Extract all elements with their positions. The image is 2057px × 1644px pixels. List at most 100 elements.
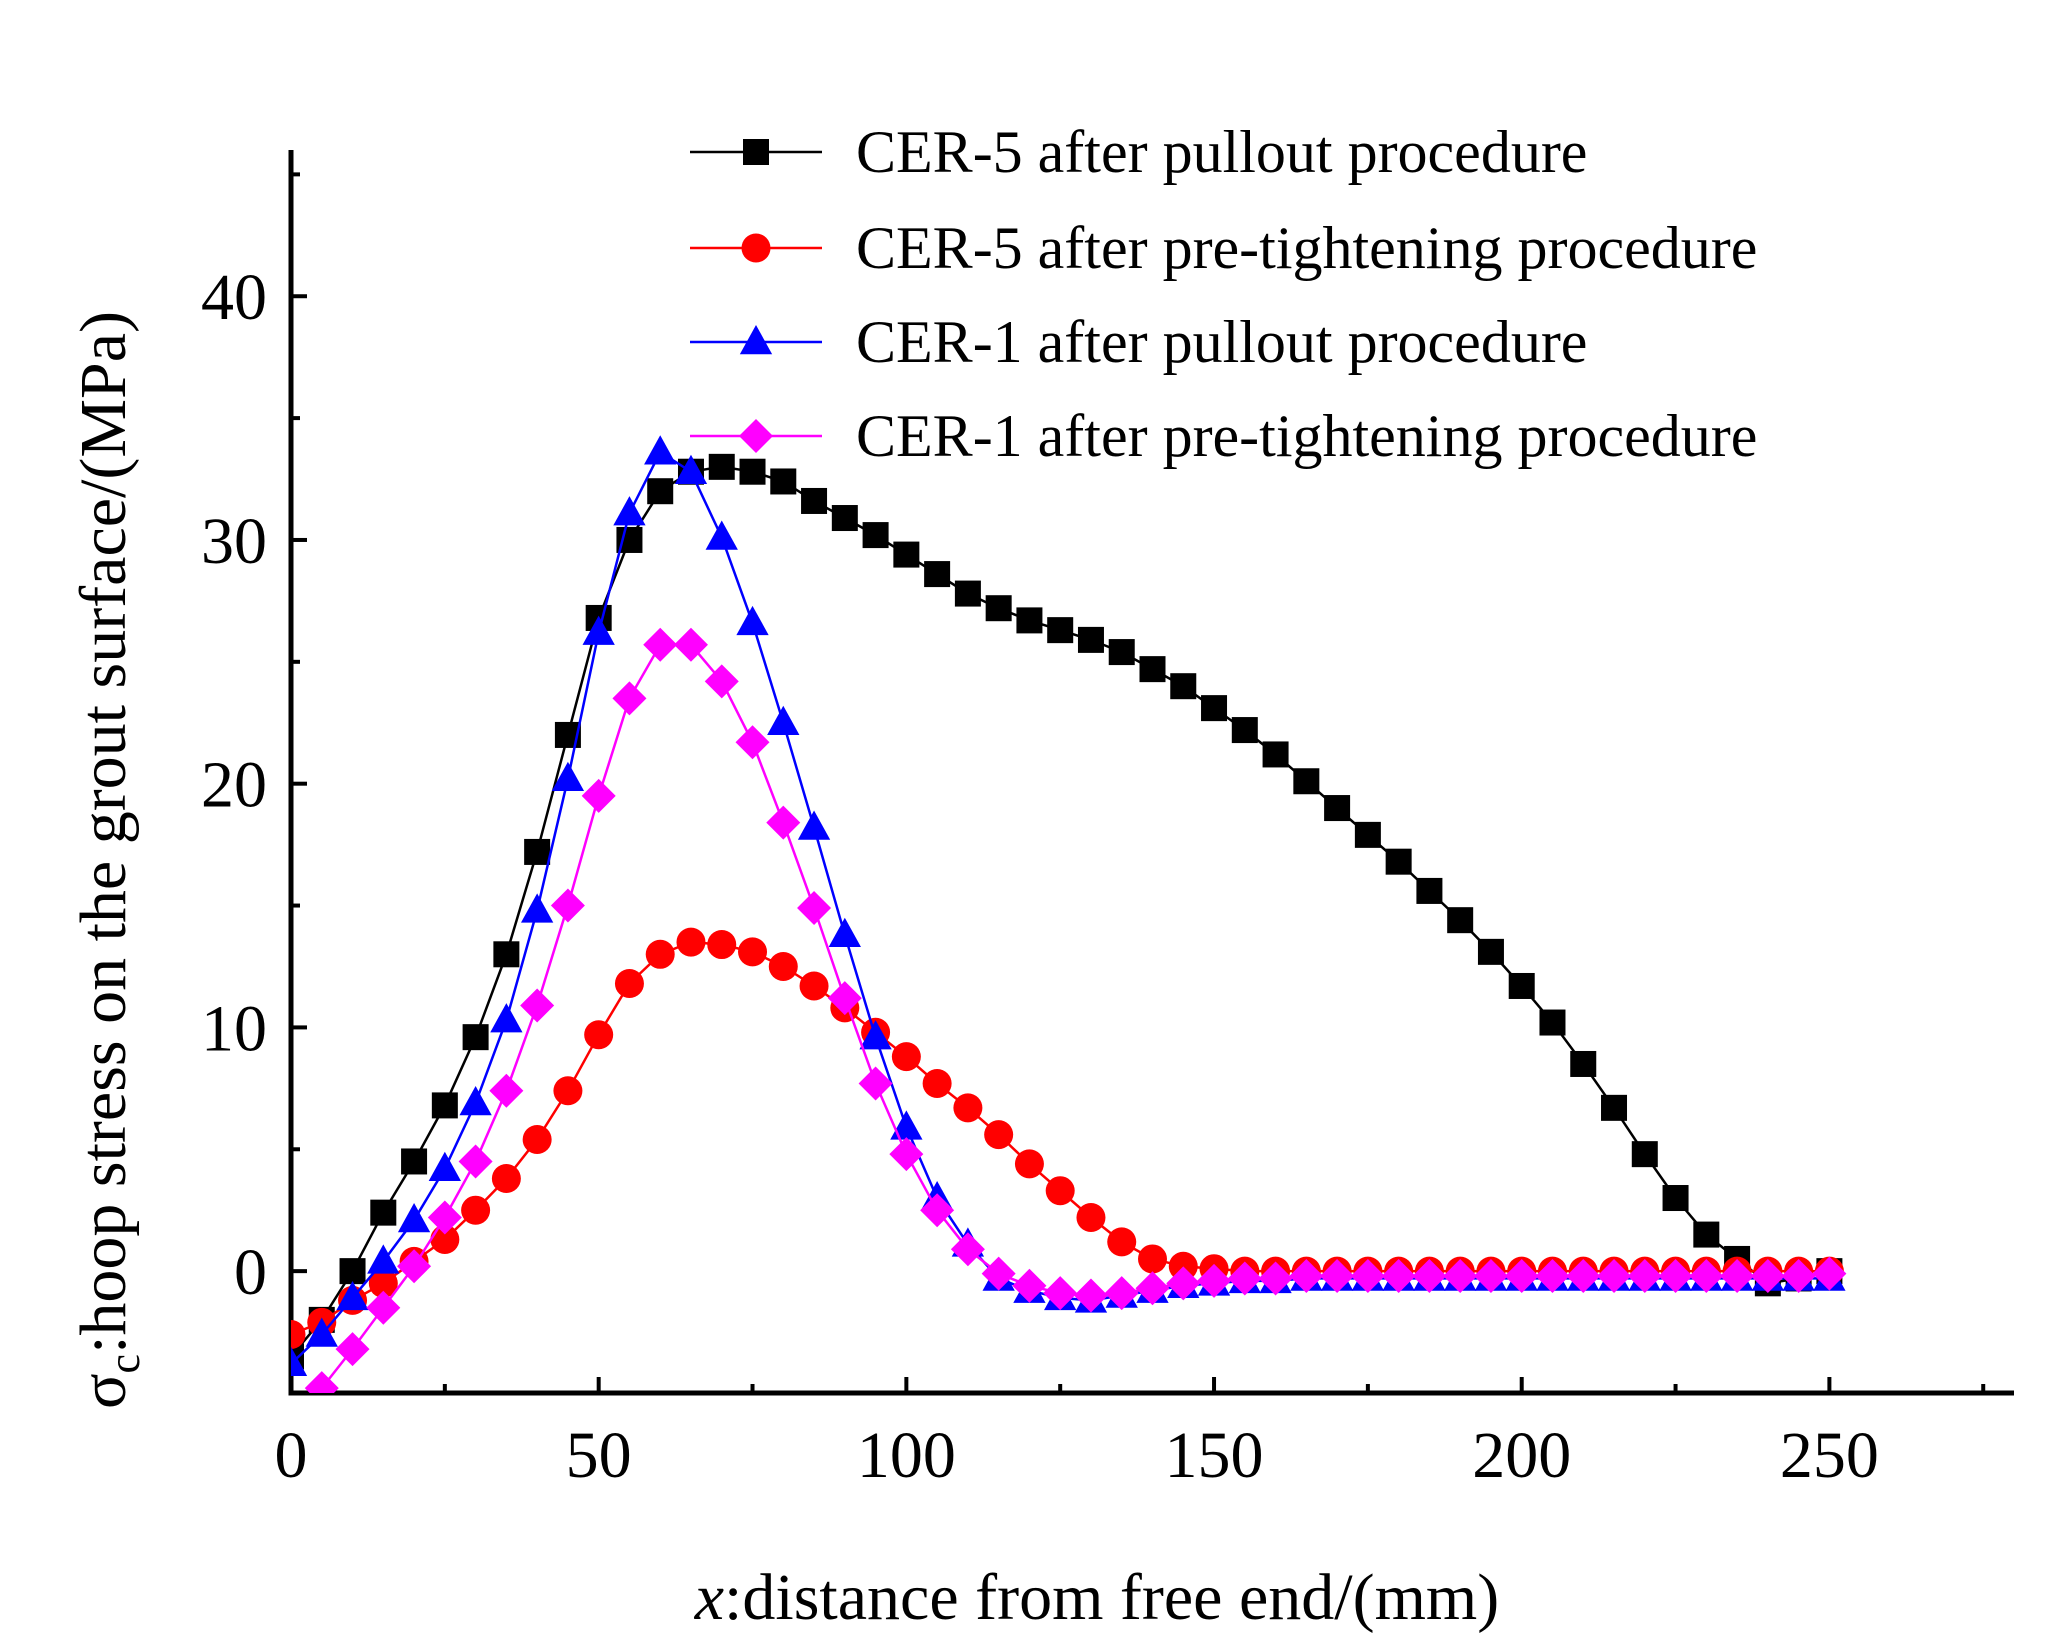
data-point	[613, 496, 646, 526]
data-point	[859, 1020, 892, 1050]
data-point	[1477, 938, 1504, 965]
x-tick-label: 0	[275, 1419, 308, 1492]
data-point	[889, 1137, 924, 1172]
data-point	[1385, 848, 1412, 875]
data-point	[291, 1346, 308, 1376]
data-point	[647, 478, 674, 505]
data-point	[1720, 1259, 1755, 1294]
x-tick-label: 250	[1780, 1419, 1879, 1492]
data-point	[985, 595, 1012, 622]
data-point	[924, 561, 951, 588]
data-point	[1016, 607, 1043, 634]
y-axis-subscript: c	[100, 1354, 149, 1374]
data-point	[1073, 1278, 1108, 1313]
data-point	[797, 810, 831, 840]
data-point	[981, 1256, 1016, 1291]
data-point	[520, 988, 555, 1023]
data-point	[738, 937, 768, 967]
data-point	[1320, 1259, 1355, 1294]
data-point	[831, 505, 858, 532]
data-point	[370, 1199, 397, 1226]
data-point	[676, 927, 706, 957]
data-point	[612, 681, 647, 716]
data-point	[1014, 1149, 1044, 1179]
data-point	[708, 453, 735, 480]
data-point	[1504, 1259, 1539, 1294]
data-point	[827, 981, 862, 1016]
data-point	[828, 917, 861, 948]
data-point	[1107, 1227, 1137, 1257]
data-point	[1693, 1221, 1720, 1248]
data-point	[735, 725, 770, 760]
data-point	[366, 1290, 401, 1325]
data-point	[739, 458, 766, 485]
axes: 0 50 100 150 200 250 0 10 20 30 40	[201, 150, 2014, 1492]
data-point	[890, 1110, 923, 1140]
data-point	[1139, 656, 1166, 683]
data-point	[430, 1224, 460, 1254]
data-point	[305, 1317, 338, 1347]
legend-marker	[741, 233, 771, 263]
data-point	[801, 487, 828, 514]
data-point	[1076, 1203, 1106, 1233]
data-point	[1201, 695, 1228, 722]
data-point	[707, 930, 737, 960]
data-point	[524, 838, 551, 865]
data-point	[397, 1249, 432, 1284]
data-point	[673, 627, 708, 662]
y-axis-label: :hoop stress on the grout surface/(MPa)	[67, 311, 140, 1354]
data-point	[553, 1076, 583, 1106]
data-point	[1508, 972, 1535, 999]
data-point	[489, 1073, 524, 1108]
x-tick-label: 150	[1165, 1419, 1264, 1492]
data-point	[1781, 1259, 1816, 1294]
data-point	[1662, 1185, 1689, 1212]
data-point	[1324, 795, 1351, 822]
data-point	[522, 1125, 552, 1155]
data-point	[1447, 907, 1474, 934]
data-point	[1168, 1251, 1198, 1281]
data-point	[490, 1003, 523, 1033]
data-point	[1043, 1276, 1078, 1311]
axis-titles: x:distance from free end/(mm) σc:hoop st…	[67, 311, 1499, 1634]
data-point	[336, 1280, 369, 1311]
x-tick-label: 200	[1472, 1419, 1571, 1492]
data-point	[767, 705, 800, 735]
data-point	[920, 1193, 955, 1228]
y-axis-variable: σ	[67, 1373, 140, 1409]
data-point	[551, 761, 585, 792]
data-point	[770, 468, 797, 495]
data-point	[1658, 1259, 1693, 1294]
data-point	[368, 1268, 398, 1298]
legend-entry: CER-5 after pullout procedure	[690, 119, 1587, 185]
data-point	[428, 1151, 461, 1182]
legend-label: CER-1 after pullout procedure	[856, 309, 1587, 375]
data-point	[1227, 1261, 1262, 1296]
data-point	[335, 1332, 370, 1367]
y-tick-label: 40	[201, 261, 267, 334]
data-point	[954, 580, 981, 607]
data-point	[643, 627, 678, 662]
legend-entry: CER-1 after pullout procedure	[690, 309, 1587, 375]
data-point	[705, 520, 738, 550]
data-point	[1350, 1259, 1385, 1294]
data-point	[1812, 1256, 1847, 1291]
data-point	[491, 1164, 521, 1194]
data-point	[953, 1093, 983, 1123]
data-point	[1689, 1259, 1724, 1294]
data-point	[1597, 1259, 1632, 1294]
data-point	[1570, 1050, 1597, 1077]
data-point	[891, 1042, 921, 1072]
data-point	[1166, 1266, 1201, 1301]
series-4	[304, 627, 1847, 1393]
data-point	[1416, 877, 1443, 904]
data-point	[766, 805, 801, 840]
data-point	[584, 1020, 614, 1050]
data-point	[461, 1195, 491, 1225]
data-point	[459, 1085, 492, 1116]
data-point	[1258, 1261, 1293, 1296]
y-axis-title: σc:hoop stress on the grout surface/(MPa…	[67, 311, 149, 1409]
x-axis-variable: x	[694, 1561, 724, 1634]
data-point	[1262, 741, 1289, 768]
